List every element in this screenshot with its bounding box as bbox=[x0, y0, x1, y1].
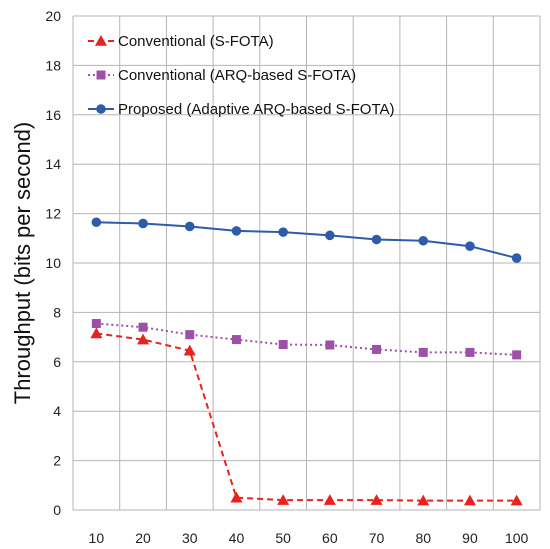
y-tick-label: 18 bbox=[45, 57, 61, 73]
x-tick-label: 60 bbox=[322, 530, 338, 546]
x-tick-label: 40 bbox=[229, 530, 245, 546]
series-3 bbox=[91, 217, 522, 263]
legend-swatch-marker bbox=[95, 35, 107, 46]
x-tick-label: 100 bbox=[505, 530, 529, 546]
legend-label: Proposed (Adaptive ARQ-based S-FOTA) bbox=[118, 101, 395, 118]
data-point bbox=[511, 253, 522, 263]
data-point bbox=[138, 322, 148, 332]
data-point bbox=[137, 333, 150, 345]
data-point bbox=[370, 494, 383, 505]
data-point bbox=[91, 217, 102, 228]
x-tick-label: 80 bbox=[415, 530, 431, 546]
y-tick-label: 16 bbox=[45, 107, 61, 123]
x-tick-label: 50 bbox=[275, 530, 291, 546]
y-tick-label: 6 bbox=[53, 354, 61, 370]
legend-item: Conventional (S-FOTA) bbox=[88, 33, 274, 50]
data-point bbox=[510, 494, 523, 506]
y-tick-label: 12 bbox=[45, 206, 61, 222]
data-point bbox=[418, 347, 428, 357]
series-line bbox=[96, 332, 517, 502]
data-point bbox=[325, 230, 335, 241]
data-point bbox=[372, 344, 382, 354]
y-tick-label: 20 bbox=[45, 8, 61, 24]
x-tick-label: 90 bbox=[462, 530, 478, 546]
data-point bbox=[277, 494, 290, 505]
legend: Conventional (S-FOTA) Conventional (ARQ-b… bbox=[88, 33, 395, 118]
x-tick-label: 20 bbox=[135, 530, 151, 546]
x-tick-label: 70 bbox=[369, 530, 385, 546]
y-axis-title: Throughput (bits per second) bbox=[10, 122, 35, 405]
series-line bbox=[96, 221, 517, 260]
y-tick-label: 8 bbox=[53, 304, 61, 320]
data-point bbox=[183, 344, 196, 356]
legend-label: Conventional (S-FOTA) bbox=[118, 33, 274, 50]
y-tick-label: 14 bbox=[45, 156, 61, 172]
data-point bbox=[323, 494, 336, 505]
data-point bbox=[90, 327, 103, 339]
legend-item: Proposed (Adaptive ARQ-based S-FOTA) bbox=[88, 101, 395, 118]
series-line bbox=[96, 322, 517, 356]
data-point bbox=[417, 494, 430, 506]
y-tick-label: 10 bbox=[45, 255, 61, 271]
y-tick-label: 0 bbox=[53, 502, 61, 518]
data-point bbox=[184, 221, 195, 232]
y-tick-label: 4 bbox=[53, 403, 61, 419]
legend-swatch-marker bbox=[96, 104, 106, 114]
data-point bbox=[465, 347, 475, 357]
legend-item: Conventional (ARQ-based S-FOTA) bbox=[88, 67, 356, 84]
series-1 bbox=[90, 327, 523, 506]
data-point bbox=[231, 226, 242, 236]
x-tick-label: 30 bbox=[182, 530, 198, 546]
data-point bbox=[278, 227, 288, 237]
legend-label: Conventional (ARQ-based S-FOTA) bbox=[118, 67, 356, 84]
data-point bbox=[325, 340, 335, 350]
data-point bbox=[185, 330, 195, 340]
y-tick-label: 2 bbox=[53, 453, 61, 469]
data-point bbox=[278, 340, 288, 350]
x-tick-label: 10 bbox=[89, 530, 105, 546]
data-point bbox=[138, 218, 148, 229]
data-point bbox=[465, 241, 475, 252]
grid bbox=[72, 15, 541, 511]
axes: 0 2 4 6 8 10 12 14 16 18 20 10 20 30 40 50 60 70 80 90 100 bbox=[45, 8, 528, 546]
data-point bbox=[230, 491, 243, 503]
series-layer bbox=[90, 217, 523, 506]
data-point bbox=[231, 335, 241, 345]
data-point bbox=[512, 350, 522, 360]
data-point bbox=[91, 319, 101, 329]
series-2 bbox=[91, 319, 522, 360]
legend-swatch-marker bbox=[96, 70, 106, 80]
data-point bbox=[371, 234, 382, 245]
data-point bbox=[418, 235, 429, 246]
data-point bbox=[463, 494, 476, 506]
